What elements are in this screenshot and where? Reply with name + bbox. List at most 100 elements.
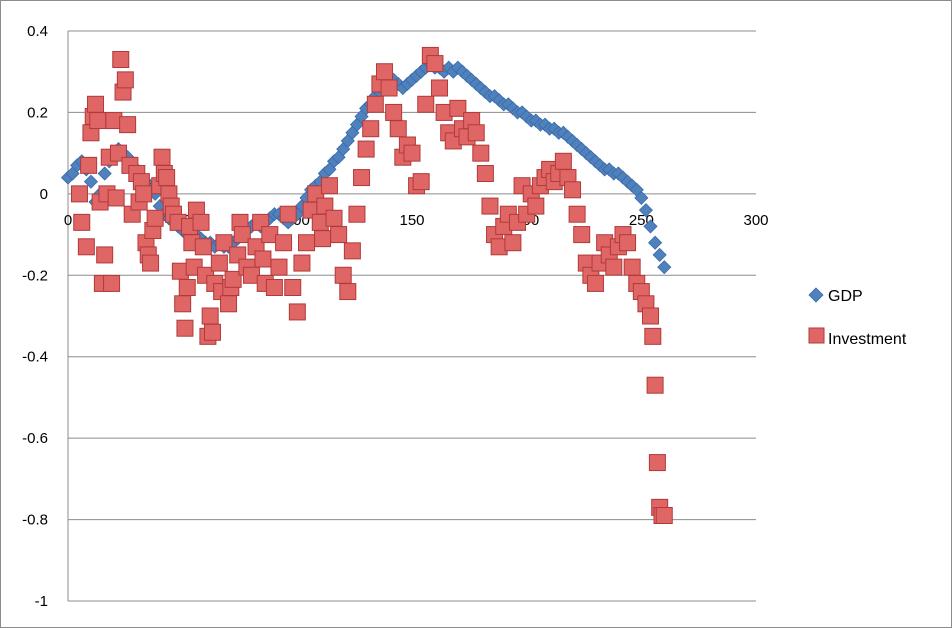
investment-point — [146, 209, 164, 227]
y-tick-label: -0.2 — [22, 267, 48, 284]
investment-point — [73, 213, 91, 231]
investment-point — [275, 234, 293, 252]
investment-point — [87, 95, 105, 113]
gdp-point — [652, 247, 667, 262]
y-tick-label: -0.8 — [22, 512, 48, 529]
investment-point — [449, 99, 467, 117]
investment-point — [135, 185, 153, 203]
gdp-point — [97, 166, 112, 181]
investment-point — [89, 112, 107, 130]
investment-point — [279, 205, 297, 223]
investment-point — [389, 120, 407, 138]
legend: GDP Investment — [808, 287, 907, 348]
investment-point — [284, 279, 302, 296]
investment-point — [623, 258, 641, 276]
investment-point — [348, 205, 366, 223]
investment-point — [96, 246, 114, 264]
y-tick-label: 0 — [40, 186, 48, 203]
investment-point — [201, 307, 219, 325]
y-tick-label: -1 — [35, 593, 48, 610]
investment-point — [270, 258, 288, 276]
investment-point — [224, 270, 242, 288]
investment-point — [426, 55, 444, 73]
investment-point — [220, 295, 238, 313]
legend-item-investment[interactable]: Investment — [808, 327, 907, 348]
investment-point — [403, 144, 421, 162]
investment-point — [116, 71, 134, 89]
legend-marker-diamond — [808, 287, 824, 303]
gdp-point — [648, 235, 663, 250]
investment-point — [314, 230, 332, 248]
gdp-point — [634, 190, 649, 205]
investment-point — [293, 254, 311, 272]
investment-point — [119, 116, 137, 134]
investment-point — [70, 185, 88, 203]
investment-point — [174, 295, 192, 313]
investment-point — [203, 323, 221, 341]
investment-point — [233, 226, 251, 244]
gdp-point — [83, 174, 98, 189]
investment-point — [330, 226, 348, 244]
investment-point — [103, 274, 121, 292]
investment-point — [467, 124, 485, 142]
investment-point — [362, 120, 380, 138]
investment-point — [298, 234, 316, 252]
legend-marker-square — [808, 327, 825, 344]
investment-point — [644, 327, 662, 345]
investment-point — [605, 258, 623, 276]
investment-point — [210, 254, 228, 272]
y-tick-label: 0.4 — [27, 23, 48, 40]
investment-point — [320, 177, 338, 195]
investment-point — [153, 148, 171, 166]
investment-point — [325, 209, 343, 227]
investment-point — [176, 319, 194, 337]
investment-point — [573, 226, 591, 244]
investment-point — [334, 266, 352, 284]
y-tick-label: -0.4 — [22, 349, 48, 366]
series-investment — [70, 46, 673, 524]
investment-point — [265, 279, 283, 296]
investment-point — [339, 283, 357, 301]
investment-point — [380, 79, 398, 97]
investment-point — [254, 250, 272, 268]
investment-point — [112, 51, 130, 68]
investment-point — [194, 238, 212, 256]
investment-point — [178, 279, 196, 296]
investment-point — [142, 254, 160, 272]
gdp-point — [643, 219, 658, 234]
investment-point — [564, 181, 582, 199]
y-tick-label: 0.2 — [27, 104, 48, 121]
investment-point — [642, 307, 660, 325]
investment-point — [481, 197, 499, 215]
investment-point — [648, 454, 666, 472]
legend-label-investment: Investment — [828, 331, 907, 348]
investment-point — [375, 63, 393, 81]
investment-point — [472, 144, 490, 162]
legend-item-gdp[interactable]: GDP — [808, 287, 863, 305]
investment-point — [215, 234, 233, 252]
investment-point — [357, 140, 375, 158]
investment-point — [288, 303, 306, 321]
investment-point — [568, 205, 586, 223]
investment-point — [527, 197, 545, 215]
investment-point — [366, 95, 384, 113]
investment-point — [385, 103, 403, 121]
investment-point — [353, 169, 371, 187]
y-tick-label: -0.6 — [22, 430, 48, 447]
legend-label-gdp: GDP — [828, 288, 863, 305]
investment-point — [158, 169, 176, 187]
investment-point — [646, 376, 664, 394]
investment-point — [554, 152, 572, 170]
gdp-point — [638, 203, 653, 218]
investment-point — [619, 234, 637, 252]
investment-point — [655, 507, 673, 524]
x-tick-label: 300 — [743, 212, 768, 229]
investment-point — [412, 173, 430, 191]
investment-point — [343, 242, 361, 260]
x-tick-label: 150 — [399, 212, 424, 229]
investment-point — [77, 238, 95, 256]
y-tick-labels: 0.4 0.2 0 -0.2 -0.4 -0.6 -0.8 -1 — [22, 23, 48, 610]
investment-point — [586, 274, 604, 292]
